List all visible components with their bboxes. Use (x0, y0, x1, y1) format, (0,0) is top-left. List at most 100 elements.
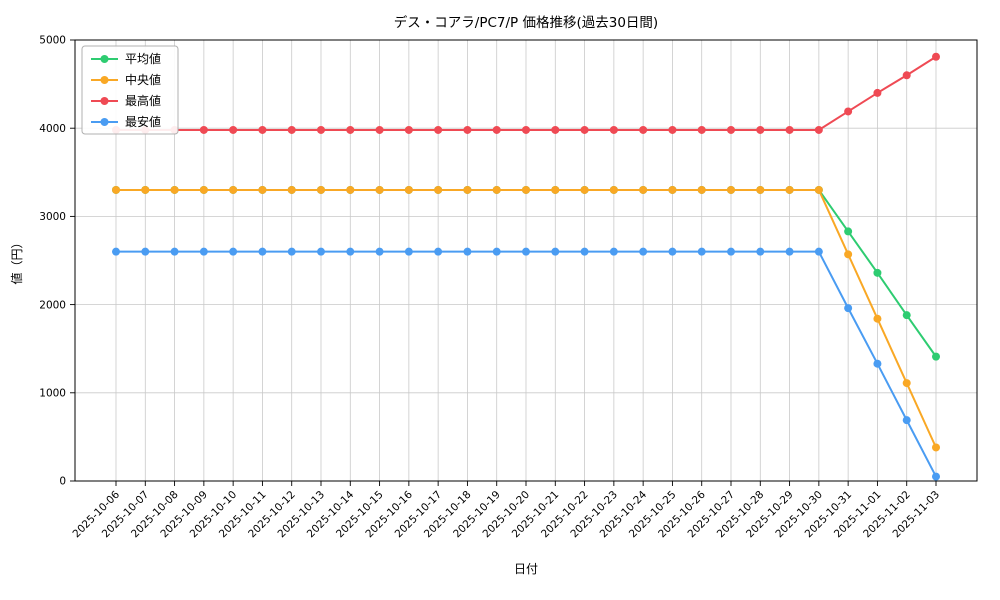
series-marker-median (668, 185, 677, 194)
series-marker-highest (844, 107, 853, 116)
series-marker-lowest (141, 247, 150, 256)
legend-box (81, 45, 179, 135)
series-marker-lowest (639, 247, 648, 256)
legend-label-average: 平均値 (125, 51, 161, 66)
series-marker-median (463, 185, 472, 194)
y-tick-label: 3000 (39, 211, 66, 223)
legend-item-median: 中央値 (91, 72, 161, 87)
series-marker-median (492, 185, 501, 194)
legend-marker-sample (100, 97, 109, 105)
legend-marker-sample (100, 76, 109, 84)
y-tick-label: 1000 (39, 388, 66, 400)
series-marker-highest (375, 125, 384, 134)
series-marker-median (522, 185, 530, 194)
series-highest (112, 52, 940, 134)
y-tick-label: 4000 (39, 123, 66, 135)
series-marker-lowest (199, 247, 208, 256)
series-marker-highest (492, 125, 501, 134)
series-marker-lowest (492, 247, 501, 256)
series-marker-median (814, 185, 823, 194)
series-marker-median (199, 185, 208, 194)
series-marker-lowest (609, 247, 618, 256)
series-marker-highest (258, 125, 267, 134)
series-marker-median (873, 314, 882, 323)
series-marker-lowest (727, 247, 735, 256)
series-marker-highest (814, 125, 823, 134)
series-marker-lowest (668, 247, 677, 256)
series-marker-median (727, 185, 735, 194)
chart-title: デス・コアラ/PC7/P 価格推移(過去30日間) (394, 14, 658, 31)
series-marker-highest (639, 125, 648, 134)
series-marker-highest (434, 125, 443, 134)
series-marker-lowest (170, 247, 179, 256)
legend-label-highest: 最高値 (125, 93, 161, 108)
series-marker-highest (785, 125, 794, 134)
series-marker-lowest (932, 472, 940, 481)
series-marker-median (317, 185, 325, 194)
series-marker-median (141, 185, 150, 194)
series-marker-lowest (404, 247, 413, 256)
series-marker-median (404, 185, 413, 194)
series-marker-lowest (317, 247, 325, 256)
series-marker-median (580, 185, 589, 194)
series-marker-median (375, 185, 384, 194)
series-marker-average (844, 227, 853, 236)
series-marker-median (287, 185, 296, 194)
series-marker-lowest (258, 247, 267, 256)
series-marker-median (785, 185, 794, 194)
series-marker-lowest (844, 304, 853, 313)
series-marker-median (932, 443, 940, 452)
series-marker-lowest (551, 247, 560, 256)
series-marker-highest (873, 88, 882, 97)
series-median (112, 185, 940, 452)
series-marker-highest (609, 125, 618, 134)
series-marker-highest (287, 125, 296, 134)
series-marker-median (551, 185, 560, 194)
series-marker-highest (463, 125, 472, 134)
series-marker-lowest (902, 416, 911, 425)
series-marker-median (844, 250, 853, 259)
series-marker-lowest (463, 247, 472, 256)
series-marker-lowest (434, 247, 443, 256)
series-marker-median (170, 185, 179, 194)
series-marker-average (902, 311, 911, 320)
series-marker-median (112, 185, 120, 194)
series-marker-lowest (287, 247, 296, 256)
series-marker-highest (551, 125, 560, 134)
series-marker-median (434, 185, 443, 194)
series-marker-average (932, 352, 940, 361)
legend-marker-sample (100, 55, 109, 63)
y-tick-label: 5000 (39, 35, 66, 47)
legend-item-average: 平均値 (91, 51, 161, 66)
series-marker-highest (346, 125, 355, 134)
y-tick-label: 0 (59, 476, 66, 488)
series-marker-highest (727, 125, 735, 134)
axis-ticks (70, 39, 937, 486)
series-lowest (112, 247, 940, 481)
y-tick-label: 2000 (39, 299, 66, 311)
series-marker-median (756, 185, 765, 194)
legend-item-lowest: 最安値 (91, 114, 161, 129)
series-marker-lowest (697, 247, 706, 256)
series-marker-lowest (346, 247, 355, 256)
series-marker-lowest (522, 247, 530, 256)
series-marker-highest (522, 125, 530, 134)
series-marker-median (346, 185, 355, 194)
series-marker-median (609, 185, 618, 194)
series-marker-highest (404, 125, 413, 134)
series-marker-average (873, 268, 882, 277)
series-marker-highest (580, 125, 589, 134)
series-marker-highest (229, 125, 238, 134)
series-marker-highest (756, 125, 765, 134)
legend-item-highest: 最高値 (91, 93, 161, 108)
series-marker-lowest (229, 247, 238, 256)
series-marker-lowest (756, 247, 765, 256)
series-marker-highest (697, 125, 706, 134)
series-marker-lowest (814, 247, 823, 256)
y-axis-label: 値（円） (9, 236, 24, 284)
series-marker-lowest (112, 247, 120, 256)
series-marker-median (902, 379, 911, 388)
